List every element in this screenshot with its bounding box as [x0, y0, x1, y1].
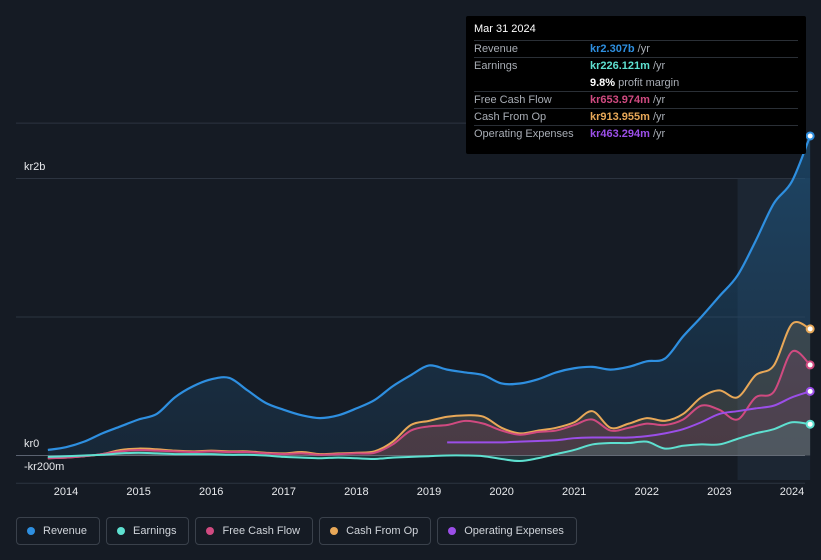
legend-dot-icon [27, 527, 35, 535]
tooltip-row-opex: Operating Expenses kr463.294m /yr [474, 125, 798, 142]
x-tick-label: 2020 [489, 486, 513, 498]
operating-expenses-line [447, 390, 811, 444]
tooltip-margin-value: 9.8% [590, 76, 616, 89]
tooltip-value: kr653.974m [590, 94, 650, 106]
tooltip-date: Mar 31 2024 [474, 23, 536, 35]
tooltip-label: Earnings [474, 60, 518, 72]
cash-from-op-area [47, 322, 811, 459]
legend-label: Earnings [133, 525, 177, 537]
tooltip-value: kr913.955m [590, 111, 650, 123]
x-tick-label: 2021 [562, 486, 586, 498]
x-tick-label: 2015 [126, 486, 150, 498]
cash-from-op-end-point [805, 324, 815, 334]
tooltip-label: Operating Expenses [474, 128, 574, 140]
tooltip-row-revenue: Revenue kr2.307b /yr [474, 40, 798, 57]
x-tick-label: 2022 [635, 486, 659, 498]
tooltip-label: Cash From Op [474, 111, 547, 123]
x-axis-ticks: 2014 2015 2016 2017 2018 2019 2020 2021 2022 2023… [54, 486, 804, 498]
operating-expenses-end-point [805, 386, 815, 396]
legend-label: Revenue [43, 525, 88, 537]
earnings-end-point [805, 419, 815, 429]
y-label-zero: kr0 [24, 438, 39, 450]
tooltip-row-fcf: Free Cash Flow kr653.974m /yr [474, 91, 798, 108]
legend-dot-icon [448, 527, 457, 535]
series-end-markers [805, 131, 815, 429]
tooltip-unit: /yr [637, 43, 650, 55]
x-tick-label: 2016 [199, 486, 223, 498]
x-tick-label: 2023 [707, 486, 731, 498]
tooltip-value: kr463.294m [590, 128, 650, 140]
free-cash-flow-area [47, 350, 811, 459]
x-tick-label: 2017 [272, 486, 296, 498]
legend-dot-icon [117, 527, 126, 535]
x-tick-label: 2024 [780, 486, 804, 498]
revenue-line [47, 135, 812, 452]
tooltip-margin-text: profit margin [618, 76, 680, 89]
y-label-top: kr2b [24, 161, 45, 173]
tooltip-row-margin: 9.8% profit margin [474, 74, 798, 91]
legend-label: Free Cash Flow [222, 525, 301, 537]
tooltip-label: Revenue [474, 43, 519, 55]
x-tick-label: 2018 [344, 486, 368, 498]
tooltip-row-cfo: Cash From Op kr913.955m /yr [474, 108, 798, 125]
revenue-area [47, 135, 811, 456]
revenue-end-point [805, 131, 815, 141]
tooltip-value: kr226.121m [590, 60, 650, 72]
tooltip-value: kr2.307b [590, 43, 635, 55]
x-tick-label: 2014 [54, 486, 78, 498]
series-lines [47, 135, 812, 463]
earnings-line [47, 421, 811, 463]
tooltip-unit: /yr [652, 60, 666, 72]
legend-item-operating-expenses[interactable]: Operating Expenses [437, 517, 577, 545]
legend-dot-icon [330, 527, 339, 535]
legend-item-free-cash-flow[interactable]: Free Cash Flow [195, 517, 314, 545]
tooltip-unit: /yr [652, 94, 666, 106]
legend-item-revenue[interactable]: Revenue [16, 517, 101, 545]
y-label-bottom: -kr200m [24, 461, 64, 473]
tooltip-unit: /yr [652, 128, 666, 140]
series-areas [47, 135, 811, 462]
x-tick-label: 2019 [417, 486, 441, 498]
free-cash-flow-end-point [805, 360, 815, 370]
legend-label: Operating Expenses [464, 525, 564, 537]
tooltip: Mar 31 2024 Revenue kr2.307b /yr Earning… [466, 16, 806, 154]
tooltip-unit: /yr [652, 111, 666, 123]
legend: Revenue Earnings Free Cash Flow Cash Fro… [16, 517, 577, 545]
legend-item-cash-from-op[interactable]: Cash From Op [319, 517, 432, 545]
legend-item-earnings[interactable]: Earnings [106, 517, 190, 545]
legend-label: Cash From Op [346, 525, 419, 537]
earnings-area [47, 422, 811, 462]
tooltip-row-earnings: Earnings kr226.121m /yr [474, 57, 798, 74]
tooltip-label: Free Cash Flow [474, 94, 552, 106]
free-cash-flow-line [47, 349, 811, 460]
legend-dot-icon [206, 527, 215, 535]
